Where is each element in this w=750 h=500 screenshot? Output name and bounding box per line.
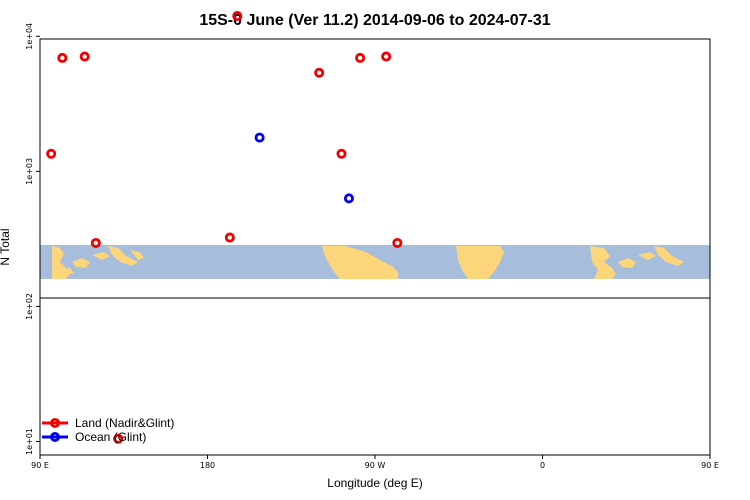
series-land — [46, 11, 403, 444]
y-tick-label: 1e+02 — [25, 293, 34, 320]
land-point — [392, 237, 403, 248]
legend-marker-land — [50, 417, 61, 428]
ocean-point — [254, 132, 265, 143]
legend-entry-ocean: Ocean (Glint) — [42, 430, 146, 444]
land-point — [381, 51, 392, 62]
x-tick-label: 90 E — [31, 461, 49, 470]
land-point — [336, 148, 347, 159]
land-point — [90, 237, 101, 248]
x-axis-label: Longitude (deg E) — [327, 476, 422, 490]
land-point — [232, 11, 243, 22]
legend-entry-land: Land (Nadir&Glint) — [42, 416, 174, 430]
data-series — [46, 11, 403, 444]
legend: Land (Nadir&Glint) Ocean (Glint) — [42, 416, 174, 444]
ocean-point — [343, 193, 354, 204]
map-land-australasia-right — [590, 246, 684, 279]
legend-marker-ocean — [50, 431, 61, 442]
x-tick-label: 180 — [200, 461, 215, 470]
land-point — [46, 148, 57, 159]
map-land-americas — [322, 246, 398, 279]
map-strip — [40, 245, 710, 279]
y-tick-label: 1e+03 — [25, 158, 34, 185]
map-land-australasia-left — [52, 246, 144, 279]
land-point — [57, 52, 68, 63]
x-tick-label: 0 — [540, 461, 545, 470]
x-tick-label: 90 E — [701, 461, 719, 470]
map-land-africa — [456, 246, 504, 279]
land-point — [113, 433, 124, 444]
y-tick-label: 1e+01 — [25, 428, 34, 455]
land-point — [79, 51, 90, 62]
land-point — [224, 232, 235, 243]
series-ocean — [254, 132, 354, 204]
land-point — [355, 52, 366, 63]
legend-label-ocean: Ocean (Glint) — [75, 430, 146, 444]
chart-title: 15S-0 June (Ver 11.2) 2014-09-06 to 2024… — [199, 12, 550, 29]
y-axis-label: N Total — [0, 228, 12, 265]
y-tick-label: 1e+04 — [25, 23, 34, 50]
legend-label-land: Land (Nadir&Glint) — [75, 416, 174, 430]
x-tick-label: 90 W — [365, 461, 386, 470]
land-point — [314, 67, 325, 78]
